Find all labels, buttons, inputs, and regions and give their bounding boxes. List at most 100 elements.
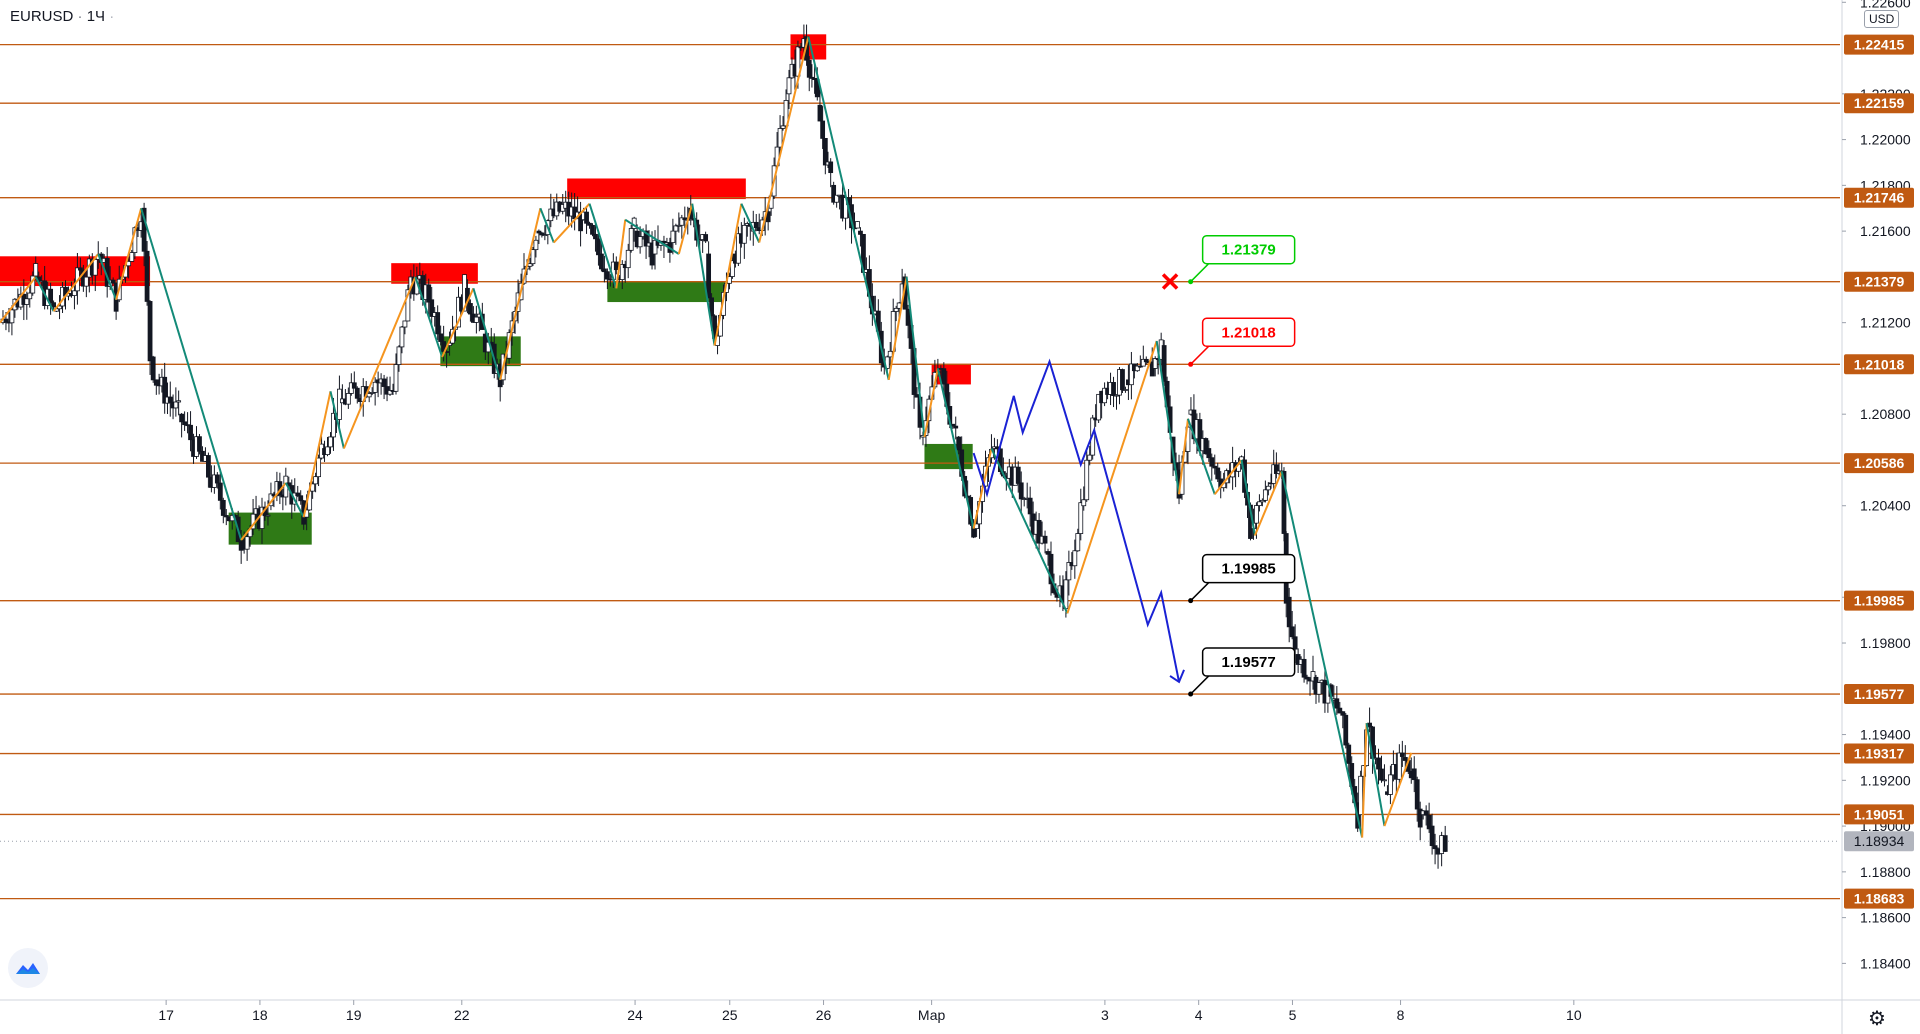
target-label-anchor <box>1188 691 1194 697</box>
candle-body <box>703 234 709 242</box>
y-tick-label: 1.20800 <box>1860 406 1911 422</box>
price-level-tag <box>1844 743 1914 764</box>
currency-badge[interactable]: USD <box>1864 10 1900 28</box>
x-tick-label: 10 <box>1566 1007 1582 1023</box>
y-tick-label: 1.18600 <box>1860 910 1911 926</box>
zigzag-leg-up <box>342 276 417 449</box>
last-price-tag <box>1844 831 1914 852</box>
candle-body <box>1152 358 1158 369</box>
price-level-tag <box>1844 187 1914 208</box>
price-level-value: 1.19317 <box>1854 746 1905 762</box>
zigzag-leg-up <box>972 448 993 529</box>
zigzag-leg-up <box>52 253 100 312</box>
candle-body <box>372 381 378 393</box>
zigzag-leg-down <box>329 391 345 449</box>
y-tick-label: 1.19800 <box>1860 635 1911 651</box>
candle-body <box>604 271 610 280</box>
candle-body <box>1417 808 1423 828</box>
candle-body <box>673 225 679 232</box>
candle-body <box>325 446 330 456</box>
candle-body <box>141 207 147 252</box>
candle-body <box>9 309 15 324</box>
candle-body <box>1262 489 1268 501</box>
zigzag-leg-down <box>1365 722 1386 827</box>
candle-body <box>1432 845 1438 850</box>
candle-body <box>1048 553 1054 585</box>
candle-body <box>33 263 39 277</box>
candle-body <box>539 232 545 236</box>
price-level-tag <box>1844 804 1914 825</box>
candle-body <box>150 356 156 381</box>
candle-body <box>1399 752 1405 757</box>
price-level-value: 1.22415 <box>1854 37 1905 53</box>
target-label-anchor <box>1188 598 1194 604</box>
candle-body <box>1143 358 1149 363</box>
zigzag-leg-up <box>553 202 591 244</box>
candle-body <box>468 303 473 315</box>
candle-body <box>265 514 271 517</box>
zigzag-leg-up <box>1066 340 1158 614</box>
candle-body <box>1140 358 1146 367</box>
price-level-tag <box>1844 271 1914 292</box>
candle-body <box>1273 464 1279 474</box>
zigzag-leg-down <box>807 36 890 381</box>
candle-body <box>1414 779 1420 810</box>
candle-body <box>682 217 688 221</box>
candle-body <box>1429 825 1435 847</box>
zigzag-leg-up <box>677 203 694 255</box>
y-tick-label: 1.20400 <box>1860 498 1911 514</box>
candle-body <box>596 238 601 256</box>
zigzag-leg-up <box>1178 418 1189 495</box>
candle-body <box>817 104 823 122</box>
candle-body <box>1292 636 1298 650</box>
tradingview-logo-icon[interactable] <box>8 948 48 988</box>
candle-body <box>828 161 834 174</box>
price-level-value: 1.19051 <box>1854 806 1905 822</box>
candle-body <box>176 400 182 403</box>
target-label-text: 1.21018 <box>1222 324 1276 341</box>
candle-body <box>530 249 536 265</box>
candle-body <box>1340 711 1346 716</box>
zigzag-leg-down <box>740 203 761 243</box>
zigzag-leg-up <box>499 208 542 381</box>
symbol-title[interactable]: EURUSD · 1Ч · <box>10 8 115 25</box>
zigzag-leg-up <box>240 482 287 541</box>
candle-body <box>1128 363 1134 386</box>
candle-body <box>369 392 375 394</box>
candle-body <box>953 425 959 429</box>
zigzag-leg-down <box>97 253 118 301</box>
candle-body <box>147 301 153 362</box>
candle-body <box>706 253 712 299</box>
target-label-pointer <box>1190 582 1210 602</box>
candle-body <box>1343 714 1349 746</box>
candle-body <box>599 253 604 270</box>
candle-body <box>628 228 634 251</box>
candle-body <box>223 515 229 518</box>
candle-body <box>387 390 393 395</box>
candle-body <box>1257 501 1262 506</box>
candle-body <box>429 299 435 317</box>
candle-body <box>399 326 405 348</box>
target-label-pointer <box>1190 675 1210 695</box>
candle-body <box>1402 757 1408 761</box>
candle-body <box>426 284 432 303</box>
candle-body <box>820 120 826 139</box>
settings-gear-icon[interactable]: ⚙ <box>1868 1008 1886 1030</box>
y-tick-label: 1.19200 <box>1860 772 1911 788</box>
candle-body <box>1388 774 1393 795</box>
y-tick-label: 1.19400 <box>1860 727 1911 743</box>
candle-body <box>393 364 399 392</box>
candle-body <box>1265 485 1271 491</box>
candle-body <box>435 312 441 335</box>
candle-body <box>679 217 685 226</box>
demand-zone <box>607 281 726 303</box>
candle-body <box>834 194 840 203</box>
candle-body <box>27 292 33 300</box>
candle-body <box>129 252 135 262</box>
candle-body <box>584 211 589 224</box>
candle-body <box>637 236 643 248</box>
last-price-value: 1.18934 <box>1854 833 1905 849</box>
candle-body <box>1442 835 1448 852</box>
y-tick-label: 1.22600 <box>1860 0 1911 10</box>
